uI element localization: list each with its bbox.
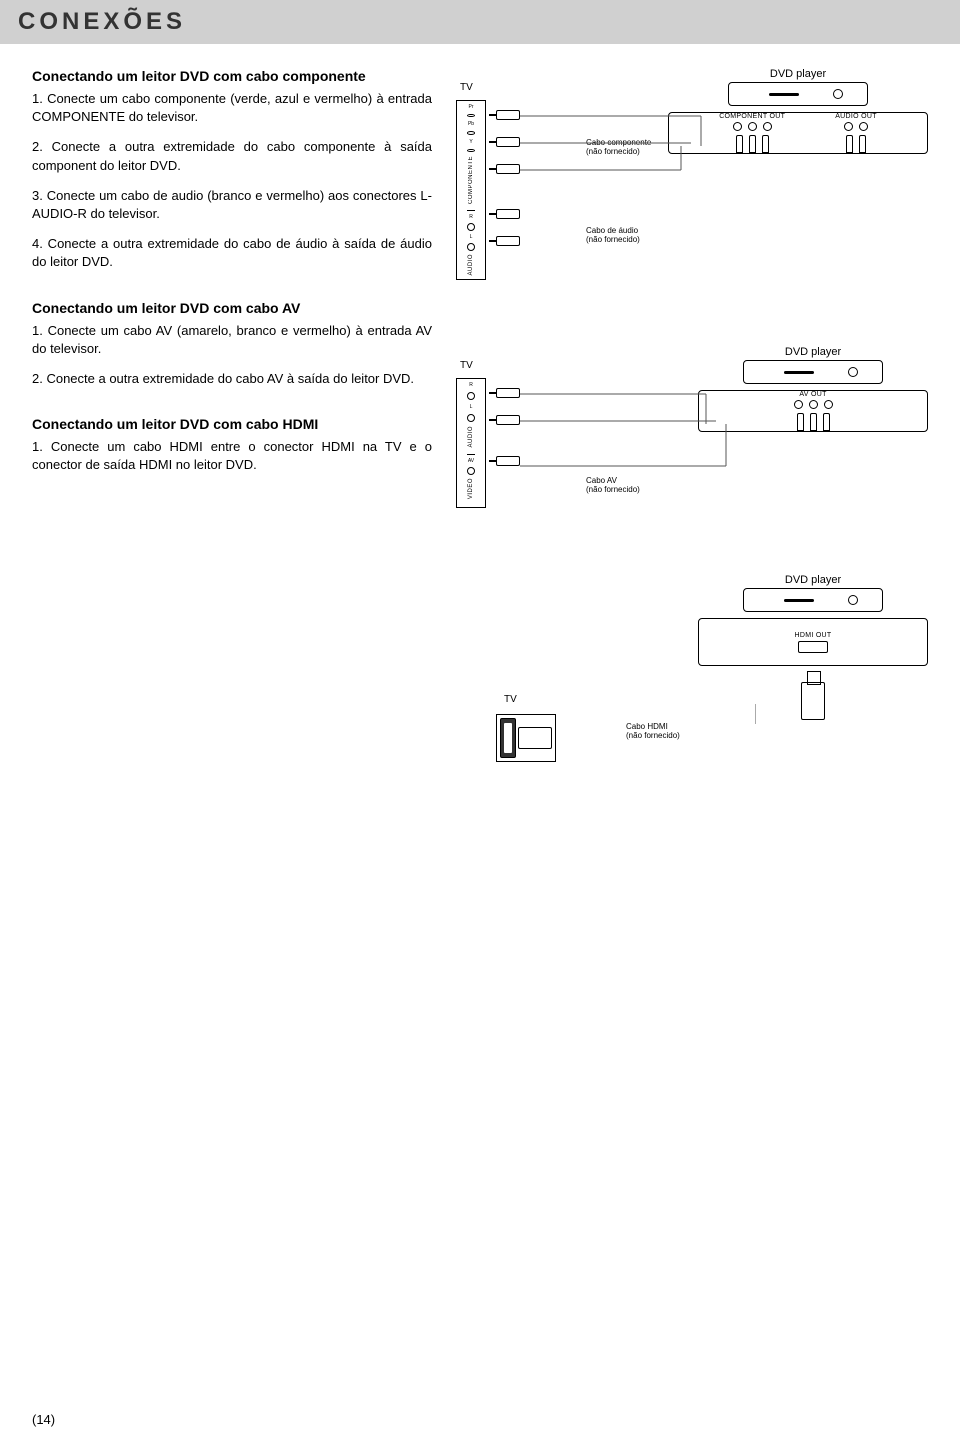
page-number: (14) xyxy=(32,1412,55,1427)
step-text: 1. Conecte um cabo componente (verde, az… xyxy=(32,90,432,126)
jack-label: Pb xyxy=(468,121,474,127)
dvd-assembly: DVD player HDMI OUT xyxy=(698,574,928,720)
port-label: COMPONENT OUT xyxy=(719,113,785,120)
group-label: VÍDEO xyxy=(468,478,474,499)
tv-hdmi-panel: HDMI xyxy=(496,714,556,762)
cable-note-hdmi: Cabo HDMI (não fornecido) xyxy=(626,722,680,740)
section-heading: Conectando um leitor DVD com cabo AV xyxy=(32,300,432,316)
component-out-group: COMPONENT OUT xyxy=(719,113,785,153)
dvd-assembly: DVD player COMPONENT OUT AUDIO OUT xyxy=(668,68,928,154)
hdmi-plug-side xyxy=(518,727,552,749)
hdmi-plug-icon xyxy=(801,682,825,720)
port-label: HDMI OUT xyxy=(794,632,831,639)
dvd-assembly: DVD player AV OUT xyxy=(698,346,928,432)
av-out-group: AV OUT xyxy=(794,391,833,431)
section-component: Conectando um leitor DVD com cabo compon… xyxy=(32,68,432,272)
page-title: CONEXÕES xyxy=(18,8,942,36)
hdmi-out-port xyxy=(798,641,828,653)
port-label: AUDIO OUT xyxy=(835,113,877,120)
dvd-label: DVD player xyxy=(668,68,928,80)
cable-name: Cabo AV xyxy=(586,476,617,485)
jack-label: Y xyxy=(469,139,472,145)
dvd-player-icon xyxy=(743,588,883,612)
cable-sub: (não fornecido) xyxy=(586,485,640,494)
step-text: 2. Conecte a outra extremidade do cabo A… xyxy=(32,370,432,388)
step-text: 4. Conecte a outra extremidade do cabo d… xyxy=(32,235,432,271)
section-heading: Conectando um leitor DVD com cabo compon… xyxy=(32,68,432,84)
page-header: CONEXÕES xyxy=(0,0,960,44)
tv-panel-wrap: R L ÁUDIO AV VÍDEO xyxy=(456,378,486,508)
diagram-av: TV DVD player AV OUT R L ÁUDIO xyxy=(456,346,928,546)
diagram-component: TV DVD player COMPONENT OUT AUDIO OUT xyxy=(456,68,928,318)
section-hdmi: Conectando um leitor DVD com cabo HDMI 1… xyxy=(32,416,432,474)
step-text: 1. Conecte um cabo AV (amarelo, branco e… xyxy=(32,322,432,358)
tv-panel: Pr Pb Y COMPONENTE R L ÁUDIO xyxy=(456,100,486,280)
tv-label: TV xyxy=(460,360,473,371)
hdmi-port-label: HDMI xyxy=(506,729,512,744)
tv-panel-wrap: Pr Pb Y COMPONENTE R L ÁUDIO xyxy=(456,100,486,280)
section-av: Conectando um leitor DVD com cabo AV 1. … xyxy=(32,300,432,389)
group-label: COMPONENTE xyxy=(468,156,474,204)
step-text: 2. Conecte a outra extremidade do cabo c… xyxy=(32,138,432,174)
dvd-back-panel: HDMI OUT xyxy=(698,618,928,666)
dvd-player-icon xyxy=(743,360,883,384)
tv-plugs xyxy=(496,110,520,246)
dvd-label: DVD player xyxy=(698,346,928,358)
jack-label: Pr xyxy=(469,104,474,110)
jack-label: R xyxy=(469,214,473,220)
cable-name: Cabo de áudio xyxy=(586,226,638,235)
dvd-label: DVD player xyxy=(698,574,928,586)
step-text: 1. Conecte um cabo HDMI entre o conector… xyxy=(32,438,432,474)
group-label: ÁUDIO xyxy=(468,426,474,448)
tv-plugs xyxy=(496,388,520,466)
cable-note-av: Cabo AV (não fornecido) xyxy=(586,476,640,494)
cable-sub: (não fornecido) xyxy=(626,731,680,740)
tv-label: TV xyxy=(504,694,517,705)
jack-label: L xyxy=(470,234,473,240)
dvd-back-panel: AV OUT xyxy=(698,390,928,432)
cable-name: Cabo componente xyxy=(586,138,651,147)
port-label: AV OUT xyxy=(799,391,826,398)
content: Conectando um leitor DVD com cabo compon… xyxy=(0,68,960,812)
cable-name: Cabo HDMI xyxy=(626,722,668,731)
jack-label: AV xyxy=(468,458,474,464)
cable-note-audio: Cabo de áudio (não fornecido) xyxy=(586,226,640,244)
cable-sub: (não fornecido) xyxy=(586,147,651,156)
group-label: ÁUDIO xyxy=(468,254,474,276)
tv-label: TV xyxy=(460,82,473,93)
hdmi-port: HDMI xyxy=(500,718,516,758)
audio-out-group: AUDIO OUT xyxy=(835,113,877,153)
section-heading: Conectando um leitor DVD com cabo HDMI xyxy=(32,416,432,432)
diagram-column: TV DVD player COMPONENT OUT AUDIO OUT xyxy=(456,68,928,812)
tv-panel: R L ÁUDIO AV VÍDEO xyxy=(456,378,486,508)
jack-label: R xyxy=(469,382,473,388)
step-text: 3. Conecte um cabo de audio (branco e ve… xyxy=(32,187,432,223)
dvd-back-panel: COMPONENT OUT AUDIO OUT xyxy=(668,112,928,154)
text-column: Conectando um leitor DVD com cabo compon… xyxy=(32,68,432,812)
dvd-player-icon xyxy=(728,82,868,106)
jack-label: L xyxy=(470,404,473,410)
cable-sub: (não fornecido) xyxy=(586,235,640,244)
diagram-hdmi: DVD player HDMI OUT TV HDMI Cabo HDMI (n… xyxy=(456,574,928,784)
cable-note-component: Cabo componente (não fornecido) xyxy=(586,138,651,156)
